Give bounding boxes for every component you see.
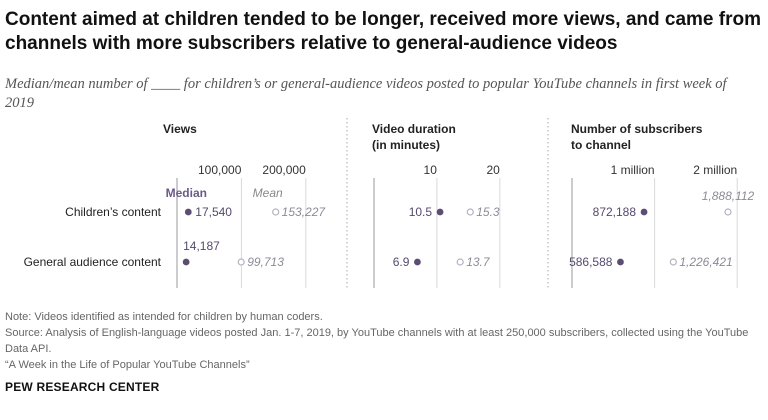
panel-2-median-label-1: 586,588 xyxy=(569,255,613,269)
panel-1-title-line-0: Video duration xyxy=(372,122,456,136)
panel-1-mean-label-1: 13.7 xyxy=(466,255,491,269)
chart-footer: Note: Videos identified as intended for … xyxy=(5,309,765,373)
panel-2-mean-label-1: 1,226,421 xyxy=(679,255,732,269)
panel-1-tick-label-1: 20 xyxy=(486,163,500,177)
panel-0-tick-label-1: 200,000 xyxy=(262,163,306,177)
panel-2-tick-label-1: 2 million xyxy=(693,163,737,177)
panel-0-median-label-1: 14,187 xyxy=(183,239,220,253)
panel-1-mean-dot-0 xyxy=(466,208,474,216)
footer-report: “A Week in the Life of Popular YouTube C… xyxy=(5,359,250,371)
panel-0-mean-label-1: 99,713 xyxy=(247,255,284,269)
panel-1-title-line-1: (in minutes) xyxy=(372,138,440,152)
footer-source: Source: Analysis of English-language vid… xyxy=(5,327,749,355)
panel-0-mean-dot-1 xyxy=(237,258,245,266)
panel-0-title-line-0: Views xyxy=(163,122,197,136)
panel-1-mean-dot-1 xyxy=(456,258,464,266)
panel-1-median-label-1: 6.9 xyxy=(393,255,410,269)
panel-0-tick-label-0: 100,000 xyxy=(198,163,242,177)
panel-1-mean-label-0: 15.3 xyxy=(476,205,500,219)
panel-1-median-dot-1 xyxy=(414,258,421,266)
panel-2-median-dot-1 xyxy=(617,258,624,266)
legend-median: Median xyxy=(166,186,207,200)
panel-2-mean-label-0: 1,888,112 xyxy=(702,189,755,203)
panel-0-median-dot-1 xyxy=(182,258,190,266)
row-label-0: Children’s content xyxy=(65,205,162,219)
panel-0-mean-dot-0 xyxy=(272,208,280,216)
panel-2-title-line-0: Number of subscribers xyxy=(571,122,703,136)
panel-1-tick-label-0: 10 xyxy=(424,163,438,177)
panel-2-mean-dot-0 xyxy=(724,208,732,216)
pew-credit: PEW RESEARCH CENTER xyxy=(5,380,160,394)
panel-0-median-dot-0 xyxy=(184,208,192,216)
panel-0-median-label-0: 17,540 xyxy=(195,205,232,219)
legend-mean: Mean xyxy=(253,186,283,200)
panel-2-tick-label-0: 1 million xyxy=(611,163,655,177)
dot-chart: Children’s content General audience conte… xyxy=(24,118,755,288)
panel-2-title-line-1: to channel xyxy=(571,138,631,152)
panel-0-mean-label-0: 153,227 xyxy=(282,205,327,219)
chart-title: Content aimed at children tended to be l… xyxy=(5,9,761,54)
row-label-1: General audience content xyxy=(24,255,162,269)
panel-1-median-dot-0 xyxy=(436,208,444,216)
footer-note: Note: Videos identified as intended for … xyxy=(5,311,323,323)
panel-2-mean-dot-1 xyxy=(669,258,677,266)
panel-1-median-label-0: 10.5 xyxy=(409,205,433,219)
panel-2-median-dot-0 xyxy=(640,208,648,216)
chart-subtitle: Median/mean number of ____ for children’… xyxy=(5,76,727,111)
panel-2-median-label-0: 872,188 xyxy=(593,205,637,219)
